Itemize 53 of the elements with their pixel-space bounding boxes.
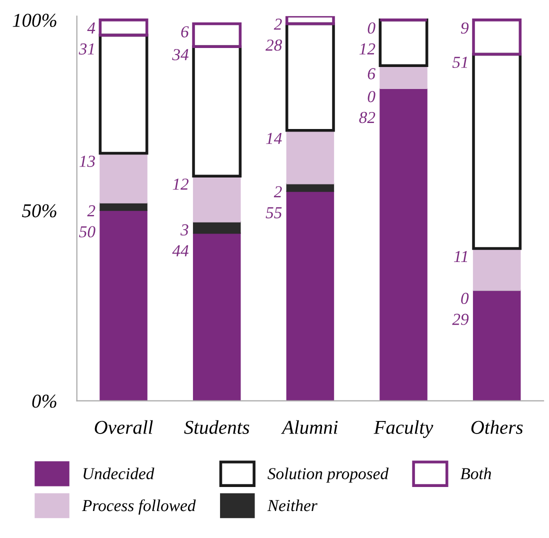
bar [380,88,428,401]
x-tick-label: Faculty [374,420,434,438]
legend-label: Undecided [84,468,154,480]
bar [100,152,148,204]
data-label: 9 [461,22,469,34]
x-tick-label: Students [184,420,250,434]
data-label: 0 [368,90,376,102]
x-tick-label: Others [471,420,523,434]
bar [192,221,241,234]
data-label: 12 [359,43,376,54]
bar [472,248,521,291]
legend-label: Solution proposed [268,468,389,483]
bar [100,210,148,401]
data-label: 55 [266,207,282,218]
x-tick-label: Overall [94,420,153,434]
data-label: 6 [368,68,376,80]
data-label: 2 [274,18,282,30]
data-label: 51 [452,56,468,68]
y-tick-label: 100% [12,14,56,27]
data-label: 34 [172,49,188,60]
bar [380,65,428,90]
legend-label: Process followed [82,499,196,515]
bar [192,232,241,401]
legend-label: Both [460,468,491,480]
bar [472,290,521,401]
data-label: 50 [79,226,96,238]
bar [192,176,241,222]
data-label: 82 [359,112,376,124]
legend-label: Neither [267,499,318,512]
bar [192,22,242,48]
bar [286,190,334,401]
bar [286,130,334,184]
y-tick-label: 50% [22,204,56,218]
data-label: 2 [87,205,96,216]
data-label: 0 [368,22,376,34]
y-tick-label: 0% [32,394,56,408]
data-label: 3 [180,224,188,236]
data-label: 4 [87,22,96,34]
bar [98,18,148,37]
data-label: 28 [266,40,282,51]
data-label: 12 [172,178,188,190]
data-label: 14 [266,132,282,144]
data-label: 6 [181,26,189,38]
data-label: 11 [454,250,468,262]
data-label: 2 [274,186,282,198]
x-tick-label: Alumni [281,420,338,434]
data-label: 0 [461,292,469,304]
data-label: 29 [452,314,469,325]
data-label: 13 [79,156,95,167]
bar [285,16,335,26]
data-label: 44 [172,245,188,256]
bar [472,18,522,56]
data-label: 31 [78,43,94,55]
